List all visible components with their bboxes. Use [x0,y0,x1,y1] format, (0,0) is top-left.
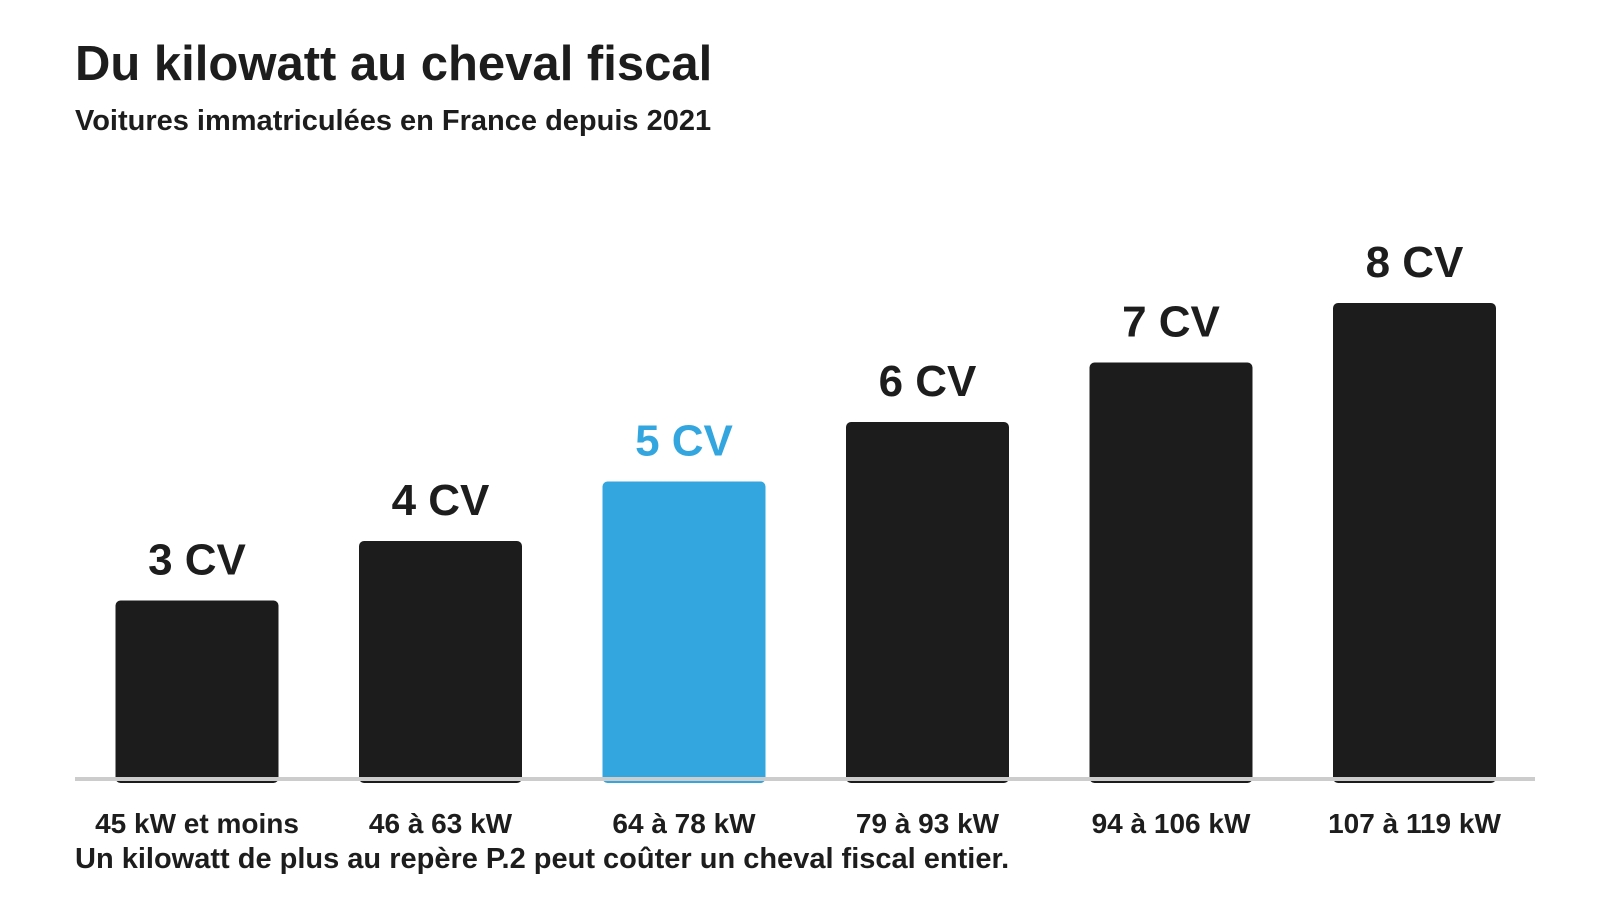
data-label-2: 4 CV [392,476,490,525]
bar-1 [115,600,279,783]
bar-6 [1333,303,1496,783]
category-label-1: 45 kW et moins [95,808,299,839]
bar-3 [602,481,766,783]
category-label-3: 64 à 78 kW [612,808,756,839]
bar-5 [1089,362,1253,783]
data-label-3: 5 CV [635,417,733,466]
chart-title: Du kilowatt au cheval fiscal [75,37,713,91]
data-label-1: 3 CV [148,536,246,585]
bar-4 [846,422,1009,783]
chart-subtitle: Voitures immatriculées en France depuis … [75,105,712,137]
category-label-4: 79 à 93 kW [856,808,1000,839]
category-label-5: 94 à 106 kW [1092,808,1251,839]
chart-footnote: Un kilowatt de plus au repère P.2 peut c… [75,843,1010,875]
data-label-6: 8 CV [1366,238,1464,287]
data-label-5: 7 CV [1122,298,1220,347]
category-label-2: 46 à 63 kW [369,808,513,839]
data-label-4: 6 CV [879,357,977,406]
bar-2 [359,541,522,783]
category-label-6: 107 à 119 kW [1328,808,1501,839]
